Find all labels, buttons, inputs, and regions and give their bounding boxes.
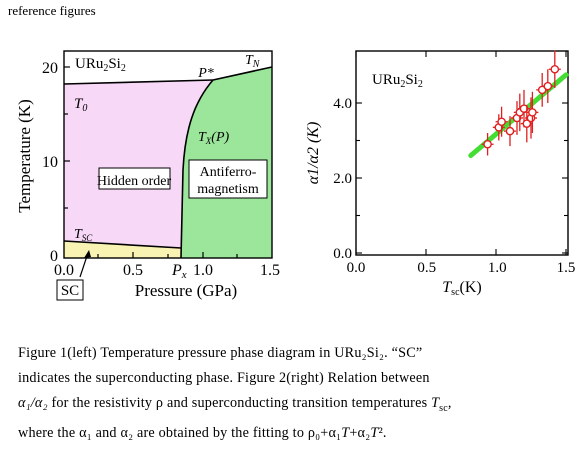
data-point bbox=[483, 139, 492, 149]
fig1-xtick-0: 0.0 bbox=[54, 262, 74, 279]
t0-boundary bbox=[63, 79, 214, 85]
tx-boundary bbox=[180, 79, 214, 259]
caption-line-2: indicates the superconducting phase. Fig… bbox=[18, 370, 430, 386]
hidden-order-label-box bbox=[98, 167, 171, 190]
fig1-material: URu2Si2 bbox=[75, 56, 126, 74]
page-header: reference figures bbox=[8, 3, 96, 18]
fig1-xtick-05: 0.5 bbox=[123, 262, 143, 279]
fig2-xtick-05: 0.5 bbox=[417, 260, 436, 276]
tx-label: TX(P) bbox=[198, 130, 230, 146]
fig2-ylabel: α1/α2 (K) bbox=[305, 122, 322, 185]
t0-label: T0 bbox=[74, 96, 87, 114]
afm-label-line1: Antiferro- bbox=[200, 165, 257, 180]
data-point bbox=[543, 81, 553, 91]
fig2-frame bbox=[355, 50, 569, 256]
fig1-ytick-0: 0 bbox=[50, 248, 58, 265]
data-point bbox=[528, 108, 537, 117]
tsc-boundary bbox=[63, 240, 182, 249]
fig2-xlabel: Tsc(K) bbox=[442, 279, 481, 298]
data-point bbox=[519, 104, 529, 113]
fig1-ytick-20: 20 bbox=[42, 60, 58, 77]
fig2-ytick-0: 0.0 bbox=[333, 246, 352, 262]
data-points bbox=[481, 50, 561, 156]
fig2-ytick-4: 4.0 bbox=[333, 96, 352, 112]
sc-box bbox=[56, 279, 84, 301]
data-point bbox=[497, 117, 506, 127]
caption-line-4: where the α₁ and α₂ are obtained by the … bbox=[18, 424, 387, 441]
phase-diagram: 20 10 0 0.0 0.5 1.0 1.5 Px Temperature (… bbox=[15, 50, 280, 301]
superconducting-region bbox=[64, 241, 181, 258]
tn-boundary bbox=[212, 66, 273, 81]
caption-line-3: α₁/α₂ for the resistivity ρ and supercon… bbox=[18, 395, 452, 414]
fig1-ticks bbox=[64, 66, 238, 258]
sc-box-label: SC bbox=[61, 283, 79, 299]
afm-label-box bbox=[188, 159, 268, 199]
fig2-ticks bbox=[355, 51, 568, 255]
hidden-order-region bbox=[64, 80, 213, 248]
figure-caption: Figure 1(left) Temperature pressure phas… bbox=[18, 341, 578, 446]
pstar-label: P* bbox=[197, 66, 214, 81]
fig2-ytick-2: 2.0 bbox=[333, 171, 352, 187]
fig2-xtick-1: 1.0 bbox=[488, 260, 507, 276]
fig1-ylabel: Temperature (K) bbox=[15, 99, 34, 213]
scatter-chart: 0.0 0.5 1.0 1.5 0.0 2.0 4.0 α1/α2 (K) Ts… bbox=[305, 50, 576, 298]
tn-label: TN bbox=[245, 53, 261, 70]
fig1-xlabel: Pressure (GPa) bbox=[135, 281, 237, 300]
tsc-label: TSC bbox=[74, 227, 93, 243]
fig2-xtick-0: 0.0 bbox=[347, 260, 366, 276]
sc-arrowhead bbox=[84, 250, 91, 258]
fig1-px-label: Px bbox=[171, 262, 187, 281]
fig1-xtick-1: 1.0 bbox=[193, 262, 213, 279]
fig1-ytick-10: 10 bbox=[42, 154, 58, 171]
fig2-xtick-15: 1.5 bbox=[557, 260, 576, 276]
data-point bbox=[505, 126, 515, 136]
fig1-xtick-15: 1.5 bbox=[260, 262, 280, 279]
caption-line-1: Figure 1(left) Temperature pressure phas… bbox=[18, 345, 423, 361]
hidden-order-label: Hidden order bbox=[97, 174, 172, 189]
fig2-material: URu2Si2 bbox=[372, 72, 423, 90]
data-point bbox=[550, 64, 560, 74]
afm-label-line2: magnetism bbox=[197, 182, 259, 197]
